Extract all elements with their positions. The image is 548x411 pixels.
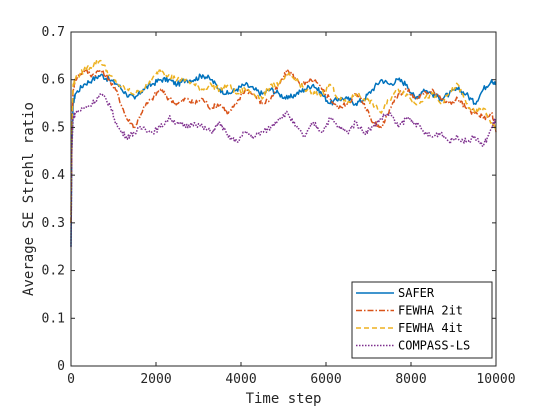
axes-box [70, 31, 497, 367]
series-layer [70, 59, 497, 247]
y-tick-label: 0.6 [42, 73, 65, 88]
x-tick-label: 10000 [476, 372, 515, 387]
x-tick-label: 0 [67, 372, 75, 387]
series-line-compass-ls [70, 92, 497, 247]
y-tick-label: 0.5 [42, 120, 65, 135]
x-tick-label: 8000 [395, 372, 426, 387]
series-line-fewha-2it [70, 68, 497, 223]
axes-layer [70, 31, 497, 367]
legend-label-safer: SAFER [398, 286, 435, 300]
y-tick-label: 0.4 [42, 168, 66, 183]
ticks-layer: 0 2000 4000 6000 8000 10000 0 0.1 0.2 0.3 0.4 0.5 0.… [42, 25, 516, 387]
legend-label-fewha-2it: FEWHA 2it [398, 304, 463, 318]
x-tick-label: 2000 [140, 372, 171, 387]
y-tick-label: 0.7 [42, 25, 65, 40]
y-tick-label: 0.2 [42, 264, 65, 279]
y-tick-label: 0.1 [42, 311, 65, 326]
legend-label-fewha-4it: FEWHA 4it [398, 321, 463, 335]
y-tick-label: 0.3 [42, 216, 65, 231]
x-tick-label: 6000 [310, 372, 341, 387]
legend: SAFER FEWHA 2it FEWHA 4it COMPASS-LS [351, 281, 493, 359]
x-tick-label: 4000 [225, 372, 256, 387]
y-axis-label: Average SE Strehl ratio [21, 102, 37, 296]
x-axis-label: Time step [246, 391, 322, 407]
y-tick-label: 0 [57, 359, 65, 374]
series-line-fewha-4it [70, 59, 497, 223]
legend-label-compass-ls: COMPASS-LS [398, 339, 470, 353]
